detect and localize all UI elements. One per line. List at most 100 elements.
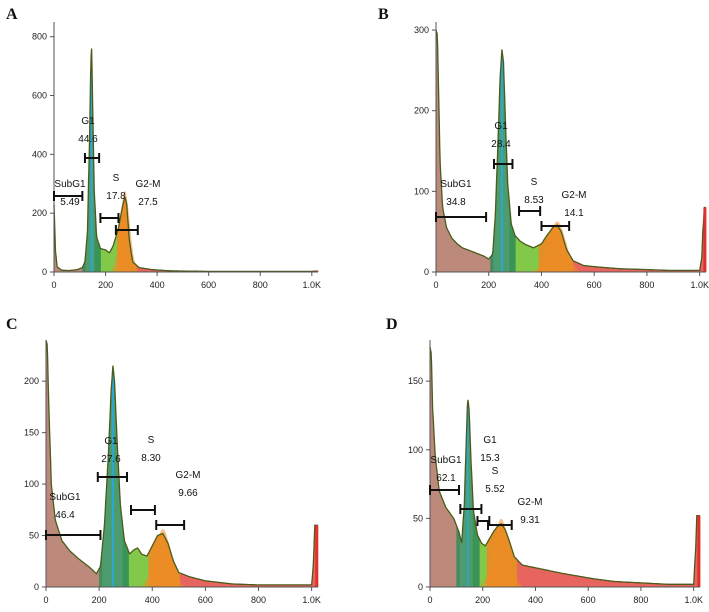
panel-a: A 0 200 400 600 800 0 200 400 600 800 1.… xyxy=(6,6,321,290)
gate-name-subg1: SubG1 xyxy=(54,179,86,190)
gate-value-g1: 15.3 xyxy=(480,453,500,464)
gate-name-subg1: SubG1 xyxy=(430,455,462,466)
gate-name-s: S xyxy=(148,435,155,446)
y-tick-label: 150 xyxy=(408,376,423,386)
y-tick-label: 100 xyxy=(408,445,423,455)
x-tick-label: 800 xyxy=(633,595,648,605)
gate-value-g2m: 27.5 xyxy=(138,197,158,208)
x-tick-label: 0 xyxy=(427,595,432,605)
subg1-area xyxy=(430,346,460,587)
x-tick-label: 400 xyxy=(150,280,165,290)
histogram-outline xyxy=(45,339,318,586)
y-tick-label: 800 xyxy=(32,32,47,42)
x-tick-label: 400 xyxy=(528,595,543,605)
histogram-outline xyxy=(429,346,700,585)
gate-name-g2m: G2-M xyxy=(518,497,543,508)
gate-value-s: 8.30 xyxy=(141,453,161,464)
x-tick-label: 400 xyxy=(145,595,160,605)
gate-name-subg1: SubG1 xyxy=(440,179,472,190)
y-tick-label: 0 xyxy=(42,267,47,277)
g1-peak-highlight xyxy=(500,49,503,273)
panel-letter-d: D xyxy=(386,316,398,333)
y-tick-label: 300 xyxy=(414,25,429,35)
x-tick-label: 800 xyxy=(253,280,268,290)
subg1-area xyxy=(54,204,86,272)
gate-name-s: S xyxy=(113,173,120,184)
gate-name-g1: G1 xyxy=(483,435,497,446)
y-tick-label: 0 xyxy=(418,582,423,592)
panel-b: B 0 100 200 300 0 200 400 600 800 1.0K S… xyxy=(378,6,709,290)
y-tick-label: 50 xyxy=(29,531,39,541)
x-tick-label: 1.0K xyxy=(303,280,322,290)
right-edge-event-spike xyxy=(315,525,319,588)
gate-value-g1: 28.4 xyxy=(491,139,511,150)
gate-name-g1: G1 xyxy=(104,436,118,447)
overall-fit-area xyxy=(117,198,319,272)
y-tick-label: 200 xyxy=(24,376,39,386)
panel-letter-b: B xyxy=(378,6,389,23)
x-tick-label: 1.0K xyxy=(302,595,321,605)
g2m-model-peak xyxy=(143,529,186,587)
y-tick-label: 50 xyxy=(413,513,423,523)
x-tick-label: 400 xyxy=(534,280,549,290)
y-tick-label: 600 xyxy=(32,91,47,101)
subg1-area xyxy=(436,30,493,272)
y-tick-label: 0 xyxy=(34,582,39,592)
g2m-model-peak xyxy=(533,221,579,272)
x-tick-label: 800 xyxy=(251,595,266,605)
right-edge-event-spike xyxy=(697,515,701,587)
gate-name-s: S xyxy=(531,177,538,188)
gate-name-g2m: G2-M xyxy=(562,190,587,201)
y-tick-label: 100 xyxy=(24,479,39,489)
gate-value-s: 17.8 xyxy=(106,191,126,202)
g2m-model-peak xyxy=(481,518,523,587)
x-tick-label: 600 xyxy=(587,280,602,290)
panel-d: D 0 50 100 150 0 200 400 600 800 1.0K Su… xyxy=(386,316,703,605)
right-edge-event-spike xyxy=(703,207,707,272)
overall-fit-area xyxy=(487,515,700,587)
y-tick-label: 0 xyxy=(424,267,429,277)
y-tick-label: 200 xyxy=(32,208,47,218)
y-tick-label: 100 xyxy=(414,186,429,196)
gate-name-g2m: G2-M xyxy=(136,179,161,190)
gate-value-g1: 44.6 xyxy=(78,134,98,145)
gate-name-s: S xyxy=(492,466,499,477)
panel-letter-c: C xyxy=(6,316,18,333)
x-tick-label: 1.0K xyxy=(690,280,709,290)
gate-value-subg1: 46.4 xyxy=(55,510,75,521)
y-tick-label: 400 xyxy=(32,149,47,159)
x-tick-label: 1.0K xyxy=(684,595,703,605)
histogram-outline xyxy=(435,29,706,272)
y-tick-label: 150 xyxy=(24,428,39,438)
g2m-model-peak xyxy=(112,191,142,272)
gate-value-s: 8.53 xyxy=(524,195,544,206)
g1-peak-highlight xyxy=(466,399,469,587)
x-tick-label: 200 xyxy=(92,595,107,605)
gate-value-subg1: 62.1 xyxy=(436,473,456,484)
gate-value-subg1: 34.8 xyxy=(446,197,466,208)
gate-name-g2m: G2-M xyxy=(176,470,201,481)
gate-value-g2m: 14.1 xyxy=(564,208,584,219)
gate-value-g2m: 9.66 xyxy=(178,488,198,499)
gate-name-g1: G1 xyxy=(494,121,508,132)
x-tick-label: 200 xyxy=(475,595,490,605)
gate-value-subg1: 5.49 xyxy=(60,197,80,208)
x-tick-label: 200 xyxy=(98,280,113,290)
x-tick-label: 0 xyxy=(433,280,438,290)
panel-letter-a: A xyxy=(6,6,18,23)
x-tick-label: 200 xyxy=(481,280,496,290)
x-tick-label: 600 xyxy=(201,280,216,290)
x-tick-label: 600 xyxy=(581,595,596,605)
gate-name-subg1: SubG1 xyxy=(49,492,81,503)
x-tick-label: 600 xyxy=(198,595,213,605)
x-tick-label: 0 xyxy=(51,280,56,290)
x-tick-label: 800 xyxy=(639,280,654,290)
panel-c: C 0 50 100 150 200 0 200 400 600 800 1.0… xyxy=(6,316,321,605)
gate-value-g2m: 9.31 xyxy=(520,515,540,526)
gate-value-s: 5.52 xyxy=(485,484,505,495)
histogram-outline xyxy=(53,48,318,273)
gate-name-g1: G1 xyxy=(81,116,95,127)
x-tick-label: 0 xyxy=(43,595,48,605)
subg1-area xyxy=(46,340,103,587)
